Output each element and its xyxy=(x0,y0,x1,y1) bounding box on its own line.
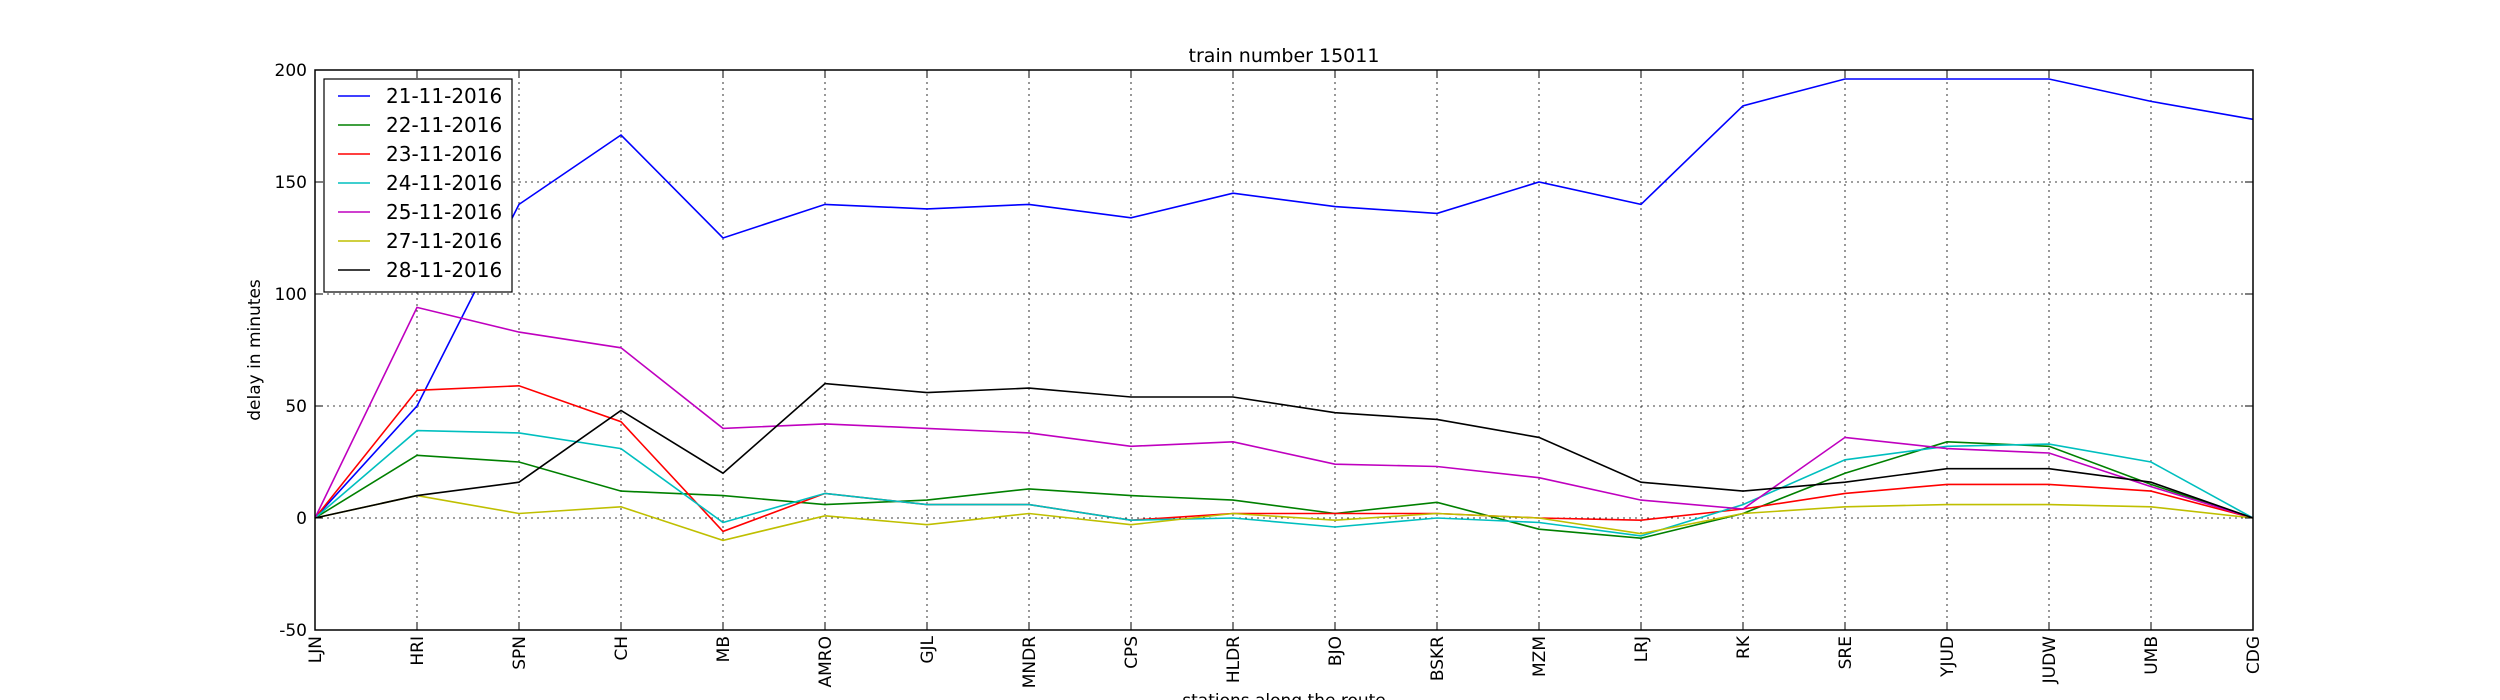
series-line-25-11-2016 xyxy=(314,306,2254,519)
x-tick-label: YJUD xyxy=(1938,636,1958,678)
y-tick-label: -50 xyxy=(279,621,307,641)
legend-label: 23-11-2016 xyxy=(386,142,502,166)
x-tick-label: MNDR xyxy=(1020,636,1040,688)
x-tick-label: UMB xyxy=(2142,636,2162,675)
legend-label: 22-11-2016 xyxy=(386,113,502,137)
y-tick-label: 50 xyxy=(285,397,307,417)
x-tick-label: HLDR xyxy=(1224,636,1244,683)
y-tick-label: 150 xyxy=(275,173,307,193)
series-line-27-11-2016 xyxy=(314,494,2254,542)
x-tick-label: HRI xyxy=(408,636,428,666)
legend: 21-11-2016 22-11-2016 23-11-2016 24-11-2016… xyxy=(323,78,513,293)
series-line-21-11-2016 xyxy=(314,78,2254,519)
x-tick-label: CDG xyxy=(2244,636,2264,674)
y-axis-label: delay in minutes xyxy=(245,279,265,421)
x-tick-label: SRE xyxy=(1836,636,1856,669)
x-tick-label: LJN xyxy=(306,636,326,663)
series-lines xyxy=(314,78,2254,542)
x-axis-ticks: LJN HRI SPN CH MB AMRO GJL MNDR CPS HLDR BJO BSKR MZ… xyxy=(306,70,2264,688)
x-tick-label: CH xyxy=(612,636,632,661)
x-tick-label: GJL xyxy=(918,635,938,663)
x-tick-label: JUDW xyxy=(2040,636,2060,685)
plot-frame xyxy=(314,69,2254,631)
x-tick-label: MZM xyxy=(1530,636,1550,677)
series-line-24-11-2016 xyxy=(314,429,2254,537)
grid-lines xyxy=(315,70,2253,630)
legend-label: 27-11-2016 xyxy=(386,229,502,253)
x-tick-label: CPS xyxy=(1122,636,1142,669)
y-tick-label: 200 xyxy=(275,61,307,81)
x-axis-label: stations along the route xyxy=(1182,691,1386,700)
series-line-22-11-2016 xyxy=(314,440,2254,540)
legend-label: 28-11-2016 xyxy=(386,258,502,282)
chart-title: train number 15011 xyxy=(1189,45,1380,67)
y-axis-ticks: -50 0 50 100 150 200 xyxy=(275,61,2253,641)
legend-label: 24-11-2016 xyxy=(386,171,502,195)
legend-label: 25-11-2016 xyxy=(386,200,502,224)
x-tick-label: AMRO xyxy=(816,636,836,688)
y-tick-label: 0 xyxy=(296,509,307,529)
legend-box xyxy=(323,78,513,293)
x-tick-label: BJO xyxy=(1326,636,1346,666)
y-tick-label: 100 xyxy=(275,285,307,305)
x-tick-label: LRJ xyxy=(1632,636,1652,662)
series-line-28-11-2016 xyxy=(314,382,2254,519)
series-line-23-11-2016 xyxy=(314,384,2254,533)
x-tick-label: RK xyxy=(1734,635,1754,659)
x-tick-label: SPN xyxy=(510,636,530,670)
legend-label: 21-11-2016 xyxy=(386,84,502,108)
x-tick-label: MB xyxy=(714,636,734,662)
x-tick-label: BSKR xyxy=(1428,636,1448,681)
